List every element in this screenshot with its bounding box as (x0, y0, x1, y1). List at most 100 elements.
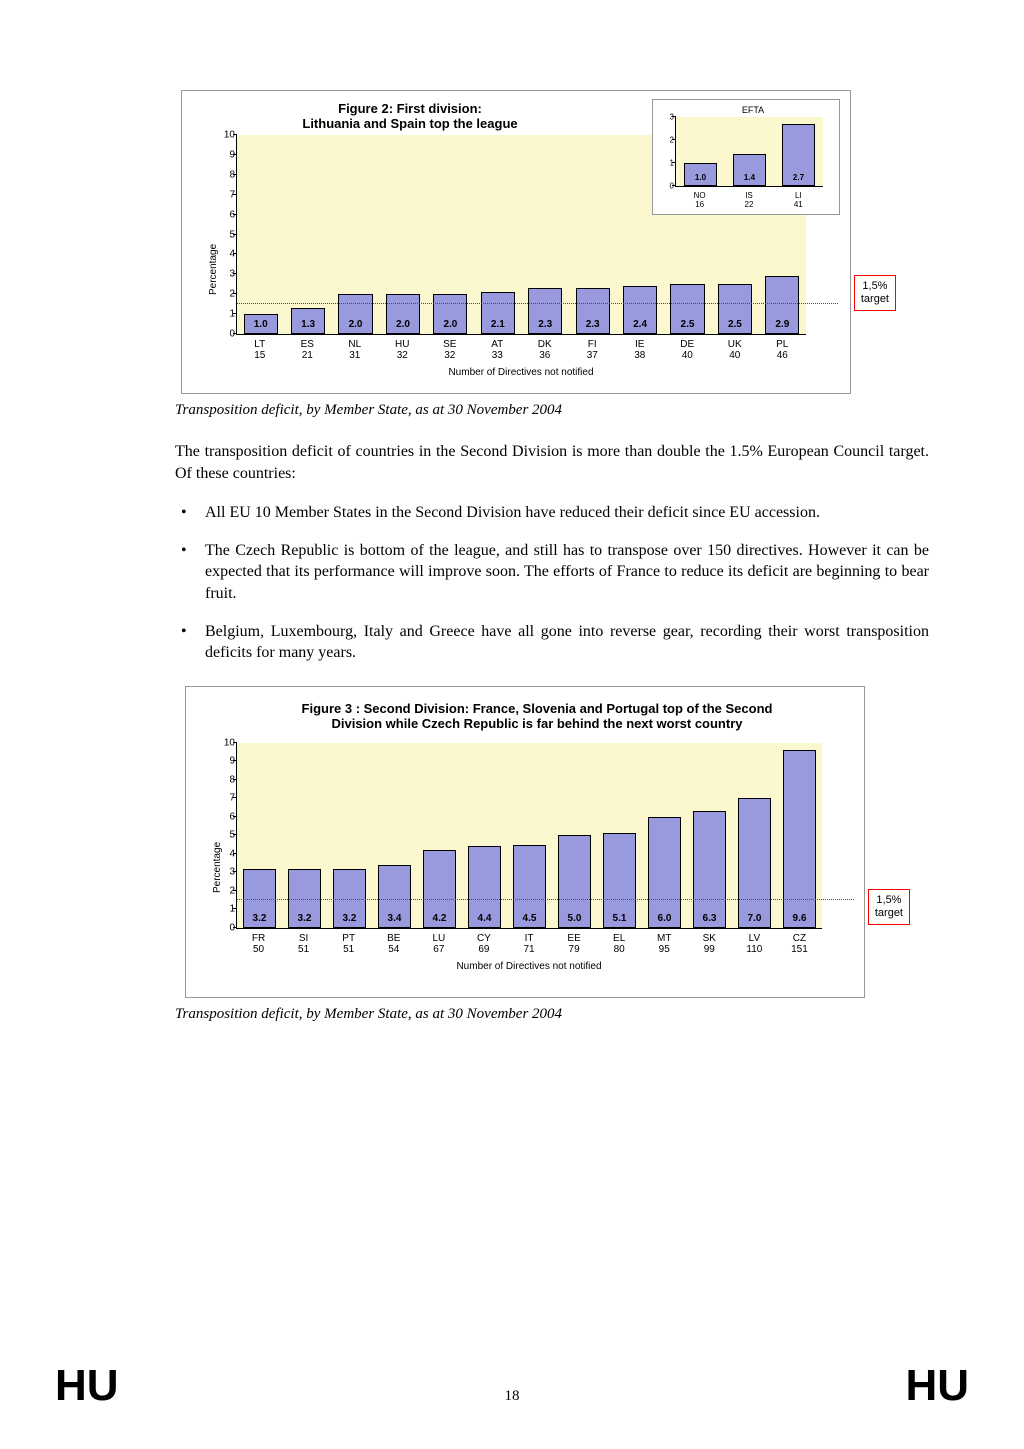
bar-value: 5.0 (568, 913, 582, 927)
x-category: CY (477, 933, 491, 944)
bar-value: 2.5 (728, 319, 742, 333)
x-category: ES (301, 339, 314, 350)
x-directives: 50 (236, 944, 281, 955)
x-category: AT (491, 339, 503, 350)
x-category: MT (657, 933, 671, 944)
fig2-target-box: 1,5% target (854, 275, 896, 311)
bar: 7.0 (738, 798, 770, 928)
x-category: FI (588, 339, 597, 350)
x-directives: 41 (774, 200, 823, 209)
bar-value: 1.4 (744, 173, 755, 185)
bar-value: 1.0 (695, 173, 706, 185)
bullet-text: Belgium, Luxembourg, Italy and Greece ha… (205, 621, 929, 664)
y-tick: 2 (217, 885, 235, 896)
y-tick: 5 (217, 229, 235, 240)
fig3-target-word: target (875, 907, 903, 919)
efta-plot-area: 0123 1.01.42.7 (675, 117, 823, 187)
x-directives: 40 (711, 350, 759, 361)
x-category: BE (387, 933, 400, 944)
footer-right: HU (905, 1361, 969, 1411)
fig3-target-pct: 1,5% (876, 894, 901, 906)
y-tick: 4 (217, 848, 235, 859)
x-category: DE (680, 339, 694, 350)
bar: 2.4 (623, 286, 657, 334)
bar-value: 4.4 (478, 913, 492, 927)
efta-y-ticks: 0123 (656, 117, 674, 186)
y-tick: 3 (217, 269, 235, 280)
bar: 2.9 (765, 276, 799, 334)
fig2-target-word: target (861, 293, 889, 305)
y-tick: 0 (656, 182, 674, 191)
y-tick: 1 (656, 159, 674, 168)
bar: 2.0 (433, 294, 467, 334)
x-category: DK (538, 339, 552, 350)
y-tick: 3 (656, 113, 674, 122)
x-directives: 51 (326, 944, 371, 955)
bar-value: 6.3 (703, 913, 717, 927)
x-category: NL (348, 339, 361, 350)
x-category: EL (613, 933, 625, 944)
bar: 6.0 (648, 817, 680, 928)
caption-1: Transposition deficit, by Member State, … (175, 402, 929, 419)
x-directives: 32 (426, 350, 474, 361)
x-directives: 40 (664, 350, 712, 361)
figure-3: Figure 3 : Second Division: France, Slov… (185, 686, 865, 998)
x-category: LU (432, 933, 445, 944)
x-category: PL (776, 339, 788, 350)
bar-value: 3.2 (343, 913, 357, 927)
fig3-xlabel: Number of Directives not notified (456, 961, 601, 972)
bar-value: 3.2 (253, 913, 267, 927)
x-directives: 33 (474, 350, 522, 361)
x-category: CZ (793, 933, 806, 944)
bar-value: 2.1 (491, 319, 505, 333)
x-category: LI (795, 191, 802, 200)
bar: 2.3 (528, 288, 562, 334)
x-directives: 99 (687, 944, 732, 955)
bar-value: 2.4 (633, 319, 647, 333)
x-category: SI (299, 933, 308, 944)
bar: 4.2 (423, 850, 455, 928)
x-category: IE (635, 339, 644, 350)
y-tick: 1 (217, 309, 235, 320)
x-directives: 38 (616, 350, 664, 361)
bar-value: 1.3 (301, 319, 315, 333)
y-tick: 0 (217, 329, 235, 340)
fig3-x-labels: FR50SI51PT51BE54LU67CY69IT71EE79EL80MT95… (236, 933, 822, 955)
x-category: SE (443, 339, 456, 350)
y-tick: 8 (217, 169, 235, 180)
fig3-bars: 3.23.23.23.44.24.44.55.05.16.06.37.09.6 (237, 743, 822, 928)
y-tick: 6 (217, 209, 235, 220)
y-tick: 10 (217, 130, 235, 141)
bar: 1.4 (733, 154, 765, 186)
x-directives: 15 (236, 350, 284, 361)
figure-2: Figure 2: First division: Lithuania and … (181, 90, 851, 394)
fig3-target-line (237, 899, 854, 900)
bar-value: 1.0 (254, 319, 268, 333)
paragraph-1: The transposition deficit of countries i… (175, 441, 929, 484)
bar: 2.5 (718, 284, 752, 334)
bullet-text: All EU 10 Member States in the Second Di… (205, 502, 929, 524)
x-category: UK (728, 339, 742, 350)
bar-value: 4.2 (433, 913, 447, 927)
bar-value: 2.0 (443, 319, 457, 333)
bar: 2.0 (386, 294, 420, 334)
bar-value: 2.0 (349, 319, 363, 333)
fig2-title-1: Figure 2: First division: (338, 101, 482, 116)
bar-value: 2.5 (681, 319, 695, 333)
x-directives: 37 (569, 350, 617, 361)
bar-value: 2.9 (775, 319, 789, 333)
x-category: EE (567, 933, 580, 944)
fig2-title-2: Lithuania and Spain top the league (302, 116, 517, 131)
bar: 1.0 (244, 314, 278, 334)
x-directives: 67 (416, 944, 461, 955)
efta-x-labels: NO16IS22LI41 (675, 191, 823, 209)
bar: 5.1 (603, 833, 635, 927)
x-directives: 80 (597, 944, 642, 955)
bar-value: 3.4 (388, 913, 402, 927)
footer-left: HU (55, 1361, 119, 1411)
x-directives: 71 (506, 944, 551, 955)
bar-value: 9.6 (793, 913, 807, 927)
y-tick: 3 (217, 867, 235, 878)
x-category: IT (525, 933, 534, 944)
bullet-item: •All EU 10 Member States in the Second D… (175, 502, 929, 524)
